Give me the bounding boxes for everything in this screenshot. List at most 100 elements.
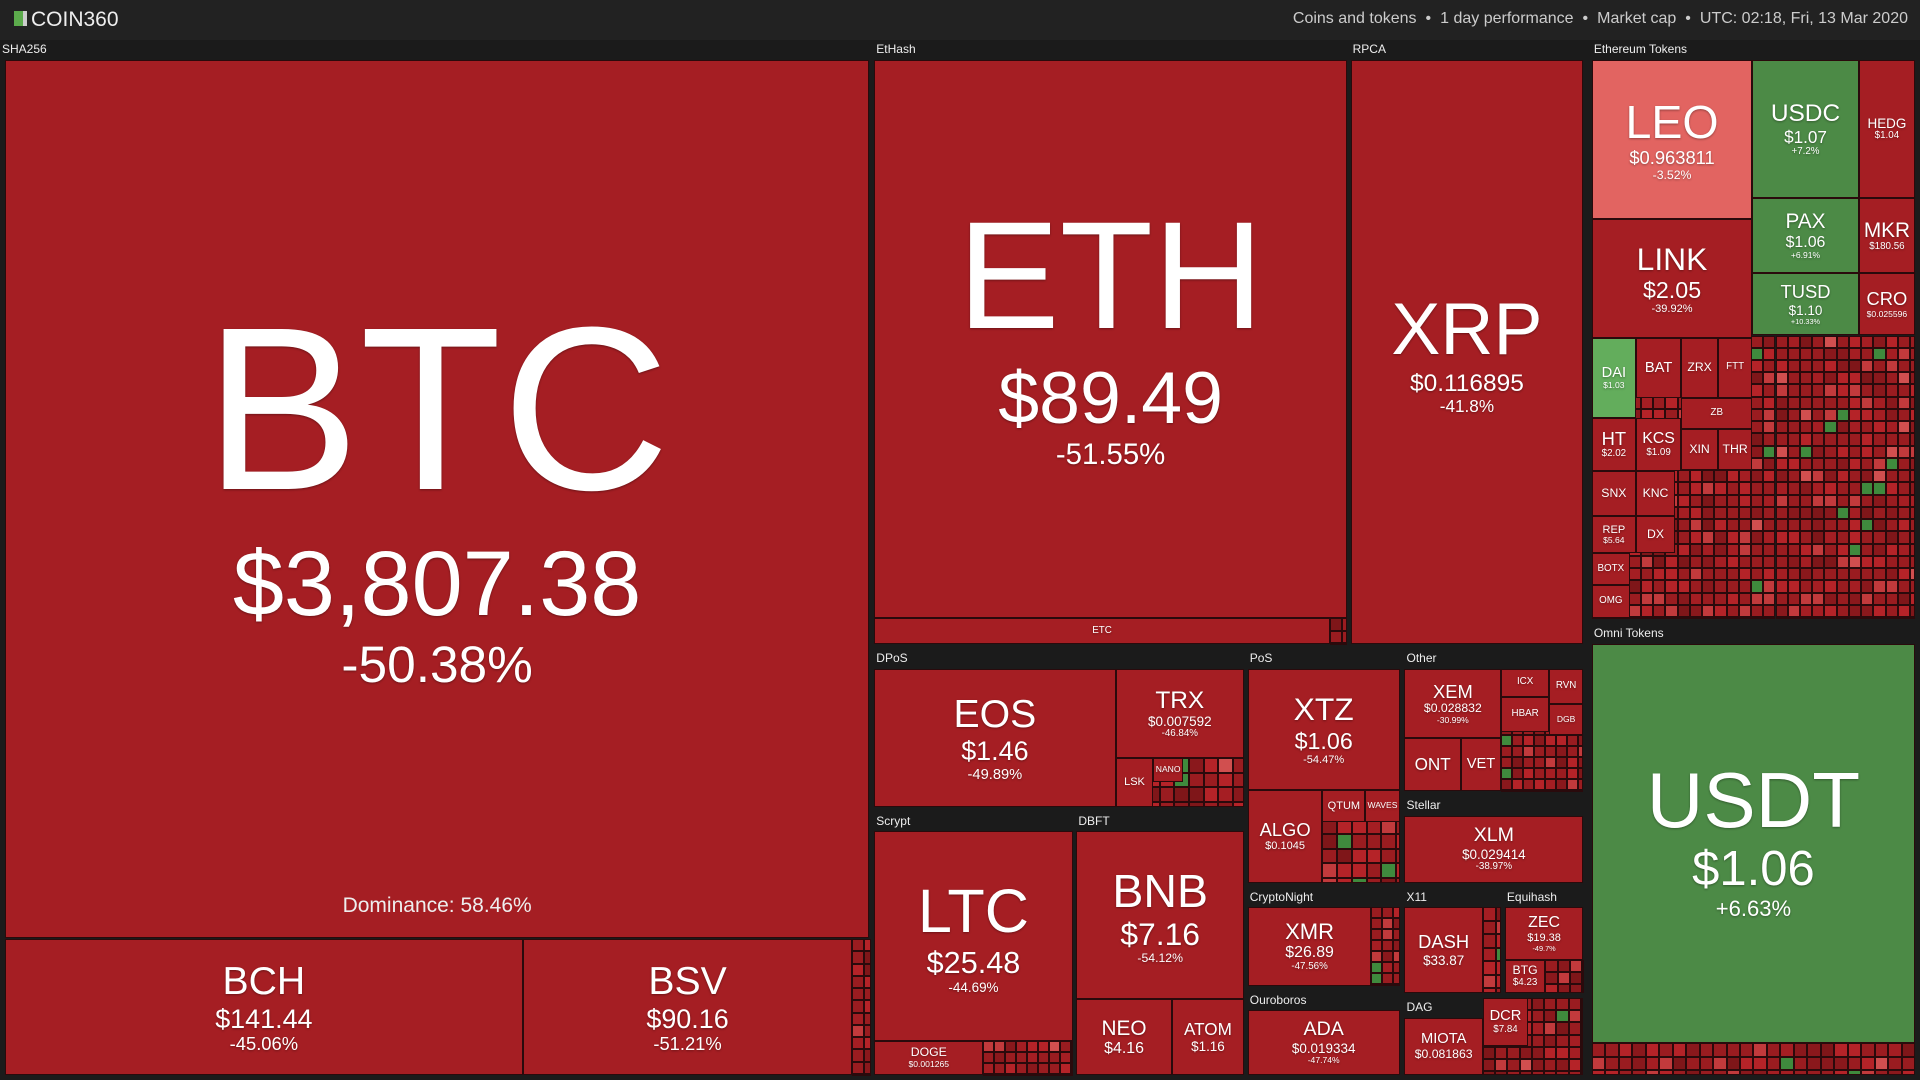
coin-tile[interactable]: ONT — [1404, 738, 1461, 791]
small-coin-tile[interactable] — [1628, 604, 1641, 618]
small-coin-tile[interactable] — [1016, 1040, 1028, 1052]
small-coin-tile[interactable] — [1591, 1043, 1606, 1057]
small-coin-tile[interactable] — [1873, 433, 1886, 446]
small-coin-tile[interactable] — [1910, 457, 1916, 471]
small-coin-tile[interactable] — [1766, 1070, 1781, 1076]
small-coin-tile[interactable] — [1544, 1022, 1557, 1035]
small-coin-tile[interactable] — [994, 1040, 1006, 1052]
small-coin-tile[interactable] — [1763, 360, 1776, 373]
small-coin-tile[interactable] — [1800, 568, 1813, 581]
coin-tile[interactable]: XEM $0.028832 -30.99% — [1404, 668, 1502, 739]
small-coin-tile[interactable] — [1812, 543, 1825, 556]
small-coin-tile[interactable] — [1861, 470, 1874, 483]
small-coin-tile[interactable] — [1568, 1046, 1581, 1060]
small-coin-tile[interactable] — [1005, 1073, 1017, 1076]
small-coin-tile[interactable] — [1568, 1059, 1581, 1072]
small-coin-tile[interactable] — [1568, 1022, 1581, 1035]
small-coin-tile[interactable] — [1751, 555, 1764, 569]
small-coin-tile[interactable] — [1848, 617, 1862, 620]
small-coin-tile[interactable] — [1482, 988, 1497, 994]
small-coin-tile[interactable] — [1495, 1059, 1508, 1072]
small-coin-tile[interactable] — [1897, 372, 1911, 385]
small-coin-tile[interactable] — [1393, 940, 1400, 952]
small-coin-tile[interactable] — [1672, 1043, 1687, 1057]
small-coin-tile[interactable] — [1751, 580, 1764, 593]
small-coin-tile[interactable] — [1775, 335, 1788, 348]
small-coin-tile[interactable] — [1382, 907, 1394, 919]
small-coin-tile[interactable] — [852, 939, 865, 952]
small-coin-tile[interactable] — [1640, 555, 1654, 569]
small-coin-tile[interactable] — [1738, 543, 1751, 556]
small-coin-tile[interactable] — [1659, 1043, 1673, 1057]
small-coin-tile[interactable] — [1780, 1056, 1794, 1071]
small-coin-tile[interactable] — [1824, 433, 1837, 446]
small-coin-tile[interactable] — [1751, 617, 1764, 620]
small-coin-tile[interactable] — [1885, 396, 1898, 409]
small-coin-tile[interactable] — [1753, 1070, 1767, 1076]
small-coin-tile[interactable] — [1726, 482, 1739, 495]
small-coin-tile[interactable] — [1534, 756, 1546, 768]
small-coin-tile[interactable] — [1713, 1070, 1727, 1076]
small-coin-tile[interactable] — [1702, 617, 1715, 620]
small-coin-tile[interactable] — [1787, 617, 1800, 620]
small-coin-tile[interactable] — [1395, 877, 1400, 883]
small-coin-tile[interactable] — [1861, 384, 1874, 397]
small-coin-tile[interactable] — [1836, 347, 1849, 360]
small-coin-tile[interactable] — [1753, 1043, 1767, 1057]
small-coin-tile[interactable] — [1910, 421, 1916, 434]
small-coin-tile[interactable] — [1322, 833, 1338, 849]
small-coin-tile[interactable] — [1751, 433, 1764, 446]
small-coin-tile[interactable] — [1836, 421, 1849, 434]
small-coin-tile[interactable] — [1763, 543, 1776, 556]
coin-tile[interactable]: REP $5.64 — [1591, 515, 1636, 554]
small-coin-tile[interactable] — [1740, 1043, 1754, 1057]
small-coin-tile[interactable] — [1848, 433, 1862, 446]
small-coin-tile[interactable] — [1677, 555, 1690, 569]
small-coin-tile[interactable] — [1665, 580, 1678, 593]
coin-tile[interactable]: BSV $90.16 -51.21% — [522, 939, 853, 1076]
small-coin-tile[interactable] — [1366, 863, 1382, 878]
small-coin-tile[interactable] — [1787, 421, 1800, 434]
small-coin-tile[interactable] — [1848, 421, 1862, 434]
small-coin-tile[interactable] — [1910, 347, 1916, 360]
small-coin-tile[interactable] — [1910, 445, 1916, 458]
small-coin-tile[interactable] — [1027, 1062, 1039, 1074]
small-coin-tile[interactable] — [1726, 543, 1739, 556]
coin-tile[interactable]: PAX $1.06 +6.91% — [1752, 198, 1859, 274]
small-coin-tile[interactable] — [1775, 482, 1788, 495]
small-coin-tile[interactable] — [1726, 555, 1739, 569]
small-coin-tile[interactable] — [1787, 543, 1800, 556]
small-coin-tile[interactable] — [1071, 1040, 1074, 1052]
small-coin-tile[interactable] — [1787, 580, 1800, 593]
small-coin-tile[interactable] — [1836, 445, 1849, 458]
small-coin-tile[interactable] — [1787, 445, 1800, 458]
coin-tile[interactable]: XLM $0.029414 -38.97% — [1404, 815, 1584, 883]
small-coin-tile[interactable] — [1395, 848, 1400, 864]
small-coin-tile[interactable] — [1800, 384, 1813, 397]
small-coin-tile[interactable] — [1557, 960, 1570, 973]
small-coin-tile[interactable] — [1556, 997, 1569, 1011]
small-coin-tile[interactable] — [1702, 580, 1715, 593]
small-coin-tile[interactable] — [1371, 962, 1383, 974]
small-coin-tile[interactable] — [1848, 482, 1862, 495]
small-coin-tile[interactable] — [1580, 1046, 1584, 1060]
small-coin-tile[interactable] — [1861, 580, 1874, 593]
small-coin-tile[interactable] — [1873, 457, 1886, 471]
small-coin-tile[interactable] — [1775, 470, 1788, 483]
coin-tile[interactable]: HT $2.02 — [1591, 417, 1636, 472]
small-coin-tile[interactable] — [1689, 543, 1703, 556]
small-coin-tile[interactable] — [1807, 1043, 1821, 1057]
small-coin-tile[interactable] — [1847, 1043, 1862, 1057]
small-coin-tile[interactable] — [1836, 617, 1849, 620]
small-coin-tile[interactable] — [1699, 1056, 1714, 1071]
coin-tile[interactable]: ZB — [1681, 397, 1753, 429]
small-coin-tile[interactable] — [1751, 531, 1764, 544]
small-coin-tile[interactable] — [1544, 1059, 1557, 1072]
small-coin-tile[interactable] — [1726, 568, 1739, 581]
small-coin-tile[interactable] — [1787, 519, 1800, 532]
small-coin-tile[interactable] — [1677, 531, 1690, 544]
small-coin-tile[interactable] — [1738, 604, 1751, 618]
small-coin-tile[interactable] — [1640, 604, 1654, 618]
coin-tile[interactable]: ICX — [1501, 668, 1549, 697]
small-coin-tile[interactable] — [1702, 604, 1715, 618]
